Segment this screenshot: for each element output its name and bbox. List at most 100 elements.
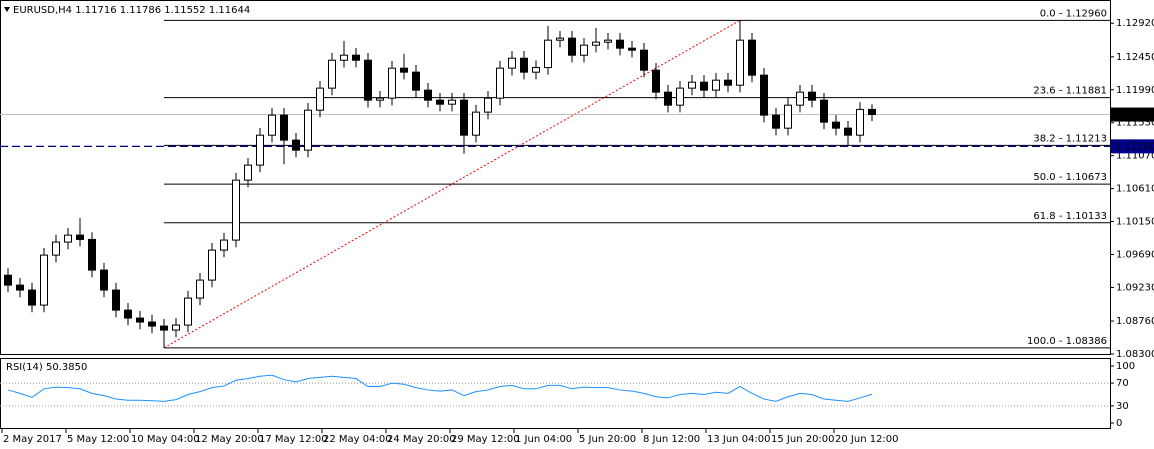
rsi-tick-label: 100 — [1116, 361, 1135, 372]
candle-body — [616, 39, 624, 49]
candle-body — [172, 324, 180, 331]
y-tick-label: 1.11530 — [1116, 118, 1154, 129]
x-tick-label: 24 May 20:00 — [387, 434, 456, 445]
rsi-pane — [0, 358, 1111, 429]
y-tick-label: 1.12920 — [1116, 18, 1154, 29]
candle-body — [196, 279, 204, 299]
candle-body — [64, 234, 72, 243]
candle-body — [40, 254, 48, 306]
x-tick-label: 10 May 04:00 — [131, 434, 200, 445]
candle-body — [52, 241, 60, 256]
candle-body — [328, 59, 336, 89]
candle-body — [100, 269, 108, 291]
fib-label: 50.0 - 1.10673 — [1033, 172, 1107, 183]
y-tick-label: 1.09230 — [1116, 282, 1154, 293]
candle-body — [16, 284, 24, 291]
candle-body — [748, 39, 756, 76]
candle-body — [508, 57, 516, 69]
candle-body — [688, 81, 696, 89]
candle-body — [652, 69, 660, 93]
candle-body — [184, 297, 192, 326]
candle-body — [256, 134, 264, 166]
candle-body — [484, 97, 492, 113]
candle-body — [280, 114, 288, 141]
x-tick-label: 5 Jun 20:00 — [579, 434, 636, 445]
candle-body — [340, 54, 348, 61]
candle-body — [676, 87, 684, 106]
y-tick-label: 1.11990 — [1116, 85, 1154, 96]
candle-body — [412, 71, 420, 91]
candle-body — [160, 325, 168, 331]
rsi-tick-label: 30 — [1116, 401, 1129, 412]
candle-body — [124, 309, 132, 319]
candle-body — [544, 39, 552, 69]
rsi-line — [7, 374, 873, 402]
candle-body — [28, 289, 36, 306]
candle-body — [700, 81, 708, 91]
fib-label: 38.2 - 1.11213 — [1033, 133, 1107, 144]
candle-body — [568, 37, 576, 56]
candle-body — [388, 67, 396, 99]
hline-label: 1.11200 — [1115, 141, 1154, 152]
candle-body — [268, 114, 276, 136]
rsi-tick-label: 70 — [1116, 378, 1129, 389]
last-open: 1.11716 — [75, 5, 116, 16]
candle-body — [460, 99, 468, 136]
candle-body — [88, 238, 96, 271]
candle-body — [628, 47, 636, 51]
candle-body — [352, 54, 360, 61]
candle-body — [304, 109, 312, 151]
x-tick-label: 12 May 20:00 — [195, 434, 264, 445]
candle-body — [520, 57, 528, 73]
x-tick-label: 22 May 04:00 — [323, 434, 392, 445]
price-box-label: 1.11644 — [1115, 110, 1154, 121]
main-pane — [0, 0, 1111, 355]
candle-body — [640, 49, 648, 71]
candle-body — [76, 234, 84, 240]
candle-body — [244, 164, 252, 181]
candle-body — [556, 37, 564, 41]
candle-body — [784, 104, 792, 129]
x-tick-label: 8 Jun 12:00 — [643, 434, 700, 445]
symbol-arrow — [4, 7, 10, 12]
fib-label: 0.0 - 1.12960 — [1040, 8, 1107, 19]
y-tick-label: 1.12450 — [1116, 52, 1154, 63]
candle-body — [808, 91, 816, 101]
candle-body — [592, 41, 600, 46]
y-tick-label: 1.11070 — [1116, 151, 1154, 162]
price-box — [1111, 107, 1154, 122]
fib-label: 61.8 - 1.10133 — [1033, 211, 1107, 222]
candle-body — [376, 97, 384, 101]
candle-body — [424, 89, 432, 101]
candle-body — [472, 111, 480, 136]
candle-body — [844, 127, 852, 136]
candle-body — [208, 249, 216, 281]
candle-body — [796, 91, 804, 106]
fib-label: 100.0 - 1.08386 — [1027, 336, 1107, 347]
candle-body — [436, 99, 444, 105]
candle-body — [760, 74, 768, 116]
rsi-label: RSI(14) 50.3850 — [6, 362, 87, 373]
candle-body — [712, 79, 720, 91]
last-low: 1.11552 — [164, 5, 205, 16]
candle-body — [220, 239, 228, 251]
candle-body — [292, 139, 300, 151]
candle-body — [316, 87, 324, 111]
candle-body — [736, 39, 744, 86]
y-tick-label: 1.08300 — [1116, 349, 1154, 360]
y-tick-label: 1.10150 — [1116, 217, 1154, 228]
last-close: 1.11644 — [209, 5, 250, 16]
x-tick-label: 13 Jun 04:00 — [707, 434, 771, 445]
y-tick-label: 1.08760 — [1116, 316, 1154, 327]
candle-body — [112, 289, 120, 311]
x-tick-label: 17 May 12:00 — [259, 434, 328, 445]
candle-body — [232, 179, 240, 241]
candle-body — [604, 39, 612, 43]
candle-body — [832, 121, 840, 129]
x-tick-label: 2 May 2017 — [3, 434, 62, 445]
hline-box — [1111, 139, 1154, 154]
candle-body — [4, 274, 12, 286]
candle-body — [148, 321, 156, 327]
